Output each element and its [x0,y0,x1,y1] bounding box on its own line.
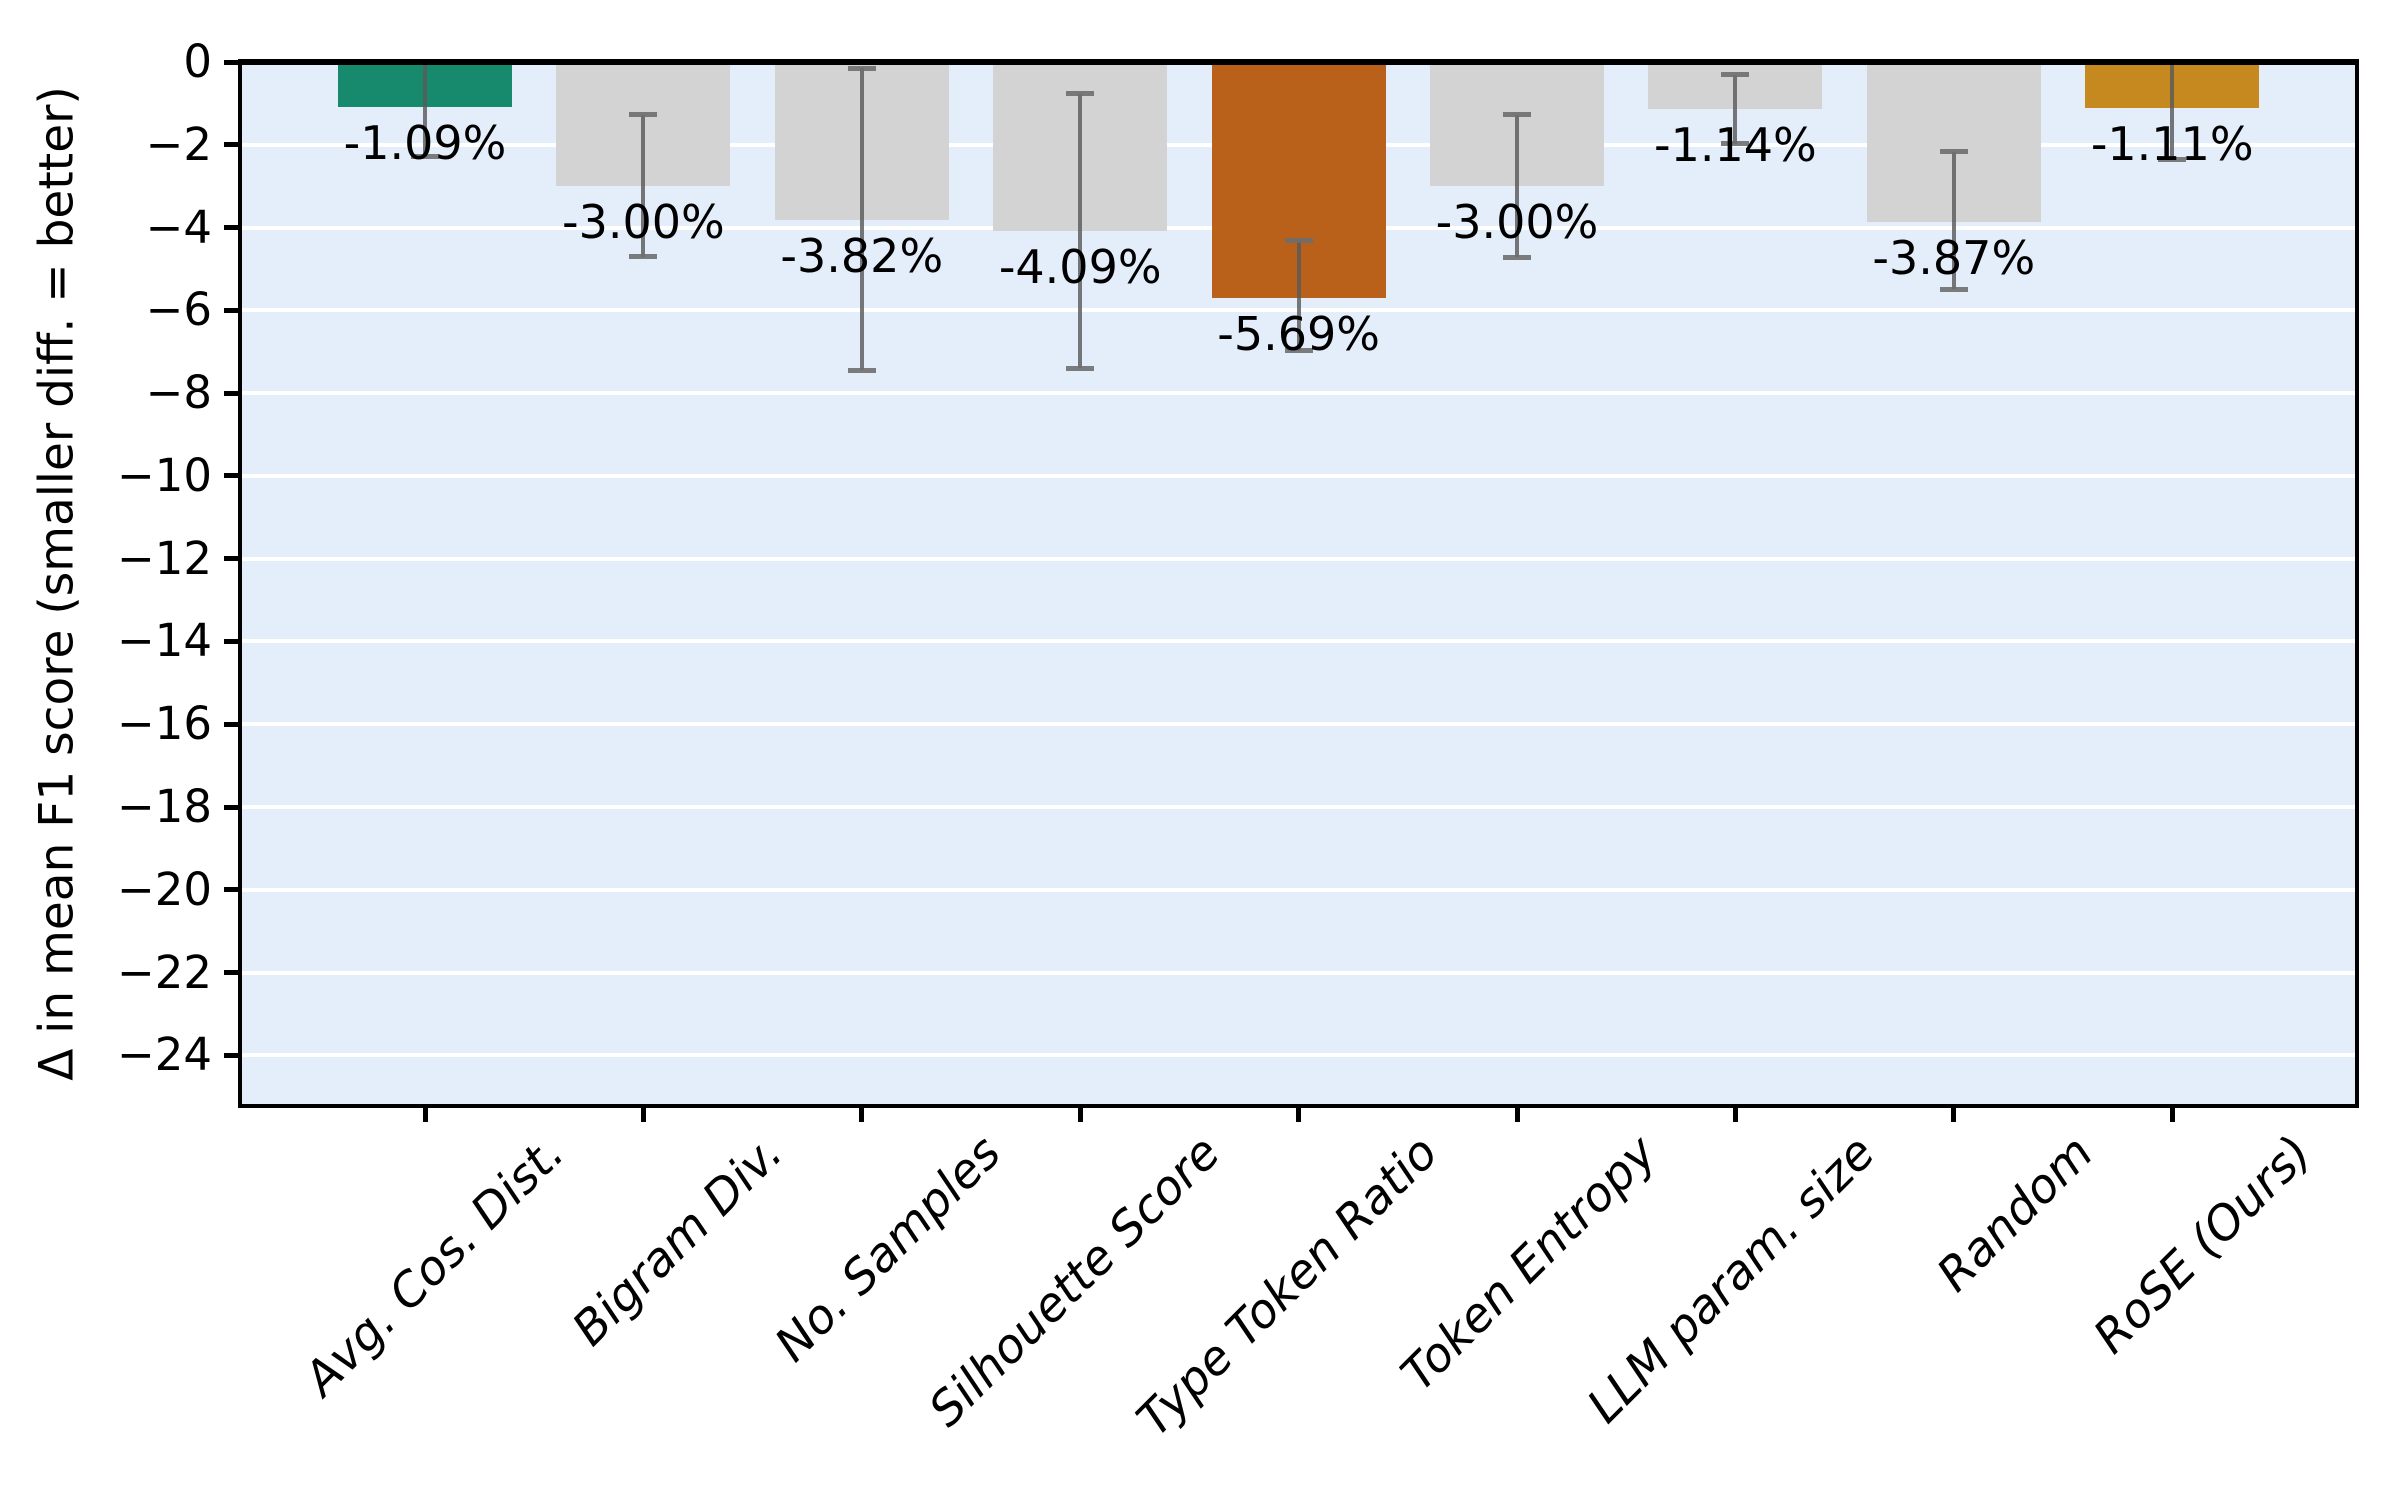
y-tick-label: −16 [117,697,212,751]
y-tick-mark [224,638,241,644]
error-bar-cap-bottom [1939,286,1968,292]
gridline [242,805,2355,809]
y-tick-mark [224,473,241,479]
error-bar-cap-bottom [1503,254,1531,260]
error-bar-cap-bottom [1284,348,1313,354]
x-tick-mark [859,1106,865,1122]
x-tick-mark [640,1106,646,1122]
left-spine [238,59,242,1108]
x-tick-mark [422,1106,428,1122]
error-bar-line [423,62,427,157]
error-bar-cap-top [1503,112,1531,118]
x-tick-mark [1296,1106,1302,1122]
y-tick-label: −24 [117,1028,212,1082]
error-bar-cap-bottom [847,367,876,373]
bar-value-label: -1.14% [1654,118,1817,173]
y-tick-label: −22 [117,945,212,999]
x-tick-mark [1514,1106,1520,1122]
y-tick-mark [224,390,241,396]
y-tick-label: −20 [117,862,212,916]
bar-value-label: -3.00% [1435,195,1599,250]
error-bar-cap-bottom [2158,157,2187,163]
gridline [242,639,2355,644]
error-bar-cap-bottom [1721,141,1750,147]
error-bar-line [1733,74,1738,144]
gridline [242,556,2355,561]
y-tick-label: −14 [117,614,212,668]
y-tick-mark [224,225,241,231]
error-bar-cap-top [1721,72,1750,78]
gridline [242,473,2355,478]
x-tick-label: Avg. Cos. Dist. [293,1125,576,1407]
bar-value-label: -5.69% [1217,306,1380,361]
x-tick-label: Random [1926,1125,2104,1303]
error-bar-line [1951,151,1956,290]
bar-value-label: -3.82% [780,229,944,284]
bar-value-label: -4.09% [998,240,1162,295]
y-tick-label: −10 [117,448,212,502]
gridline [242,970,2355,975]
gridline [242,722,2355,727]
error-bar-line [2170,62,2175,160]
x-tick-label: Bigram Div. [562,1125,794,1357]
error-bar-line [1296,240,1301,351]
x-tick-label: RoSE (Ours) [2083,1125,2323,1365]
y-tick-label: −8 [145,366,212,420]
error-bar-line [641,114,646,257]
y-tick-label: −18 [117,780,212,833]
y-tick-mark [224,556,241,562]
x-tick-mark [1951,1106,1957,1122]
error-bar-cap-top [1066,91,1095,97]
gridline [242,887,2355,892]
x-tick-mark [1732,1106,1738,1122]
gridline [242,1053,2355,1058]
bar-value-label: -1.11% [2090,116,2254,171]
bar-value-label: -1.09% [343,116,507,171]
bar-value-label: -3.00% [562,195,725,250]
y-tick-mark [224,59,241,65]
y-tick-label: −4 [145,200,212,254]
error-bar-cap-top [629,112,658,118]
x-tick-mark [2169,1106,2175,1122]
y-tick-mark [224,1052,241,1058]
error-bar-line [1078,93,1083,369]
gridline [242,391,2355,396]
y-tick-label: 0 [183,35,212,88]
y-tick-label: −12 [117,531,212,585]
x-tick-mark [1077,1106,1083,1122]
y-tick-label: −6 [145,283,212,337]
bar-value-label: -3.87% [1872,231,2036,286]
y-tick-mark [224,970,241,976]
y-tick-mark [224,804,241,810]
error-bar-line [1515,114,1519,258]
error-bar-cap-bottom [629,254,658,260]
error-bar-cap-top [1284,237,1313,243]
error-bar-cap-bottom [411,154,439,160]
error-bar-line [859,68,864,371]
y-tick-mark [224,307,241,313]
error-bar-cap-bottom [1066,365,1095,371]
error-bar-cap-top [1939,149,1968,155]
y-tick-mark [224,142,241,148]
y-tick-mark [224,721,241,727]
x-tick-label: No. Samples [764,1125,1012,1373]
zero-line-top-spine [238,59,2359,65]
y-tick-mark [224,887,241,893]
error-bar-cap-top [847,65,876,71]
right-spine [2355,59,2359,1108]
y-tick-label: −2 [145,117,212,171]
